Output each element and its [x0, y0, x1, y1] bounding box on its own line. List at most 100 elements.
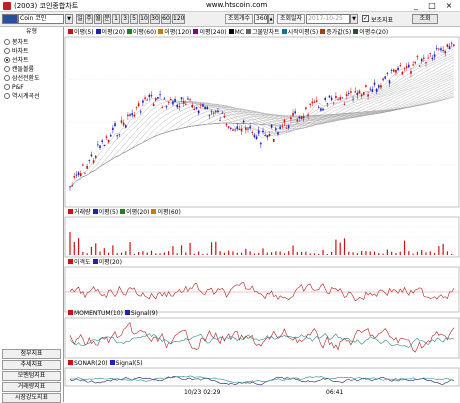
- panel-frame: [64, 216, 460, 258]
- candle-body: [332, 102, 335, 104]
- candle-body: [232, 129, 234, 131]
- candle-body: [107, 139, 110, 143]
- candle-body: [393, 69, 395, 72]
- coin-select[interactable]: [2, 14, 18, 24]
- chart-type-option[interactable]: 바차트: [4, 47, 29, 56]
- period-button-1[interactable]: 주: [85, 14, 93, 24]
- volume-bar: [253, 253, 256, 255]
- candle-body: [341, 97, 344, 99]
- chart-type-label: 바차트: [12, 48, 29, 55]
- candle-body: [90, 154, 93, 157]
- volume-bar: [386, 249, 388, 255]
- candle-body: [97, 144, 99, 146]
- volume-bar: [421, 249, 423, 255]
- period-button-9[interactable]: 60: [161, 14, 171, 24]
- candle-body: [144, 97, 146, 99]
- candle-body: [137, 103, 140, 107]
- volume-bar: [232, 251, 234, 255]
- maximize-button[interactable]: □: [428, 1, 436, 10]
- period-button-4[interactable]: 1: [112, 14, 120, 24]
- chart-type-option[interactable]: 봉차트: [4, 38, 29, 47]
- volume-bar: [176, 253, 178, 255]
- candle-body: [410, 71, 412, 74]
- chart-type-option[interactable]: 역시계곡선: [4, 92, 40, 101]
- x-axis-label-start: 10/23 02:29: [184, 389, 221, 396]
- radio-icon[interactable]: [4, 56, 10, 63]
- candle-body: [133, 114, 136, 117]
- candle-body: [193, 108, 196, 110]
- period-button-8[interactable]: 30: [150, 14, 160, 24]
- radio-icon[interactable]: [4, 92, 10, 99]
- momentum-line: [69, 322, 455, 353]
- coin-name-field[interactable]: Coin 코인: [18, 14, 64, 24]
- volume-bar: [95, 243, 97, 255]
- candle-body: [142, 100, 144, 103]
- legend-swatch-icon: [281, 29, 287, 34]
- period-button-0[interactable]: 일: [76, 14, 84, 24]
- legend-swatch-icon: [68, 259, 73, 264]
- chart-canvas[interactable]: [64, 27, 460, 402]
- chart-type-label: 봉차트: [12, 39, 29, 46]
- volume-bar: [283, 253, 286, 255]
- period-button-3[interactable]: 분: [103, 14, 111, 24]
- candle-body: [118, 134, 121, 136]
- period-button-5[interactable]: 3: [121, 14, 129, 24]
- volume-bar: [103, 248, 105, 255]
- candle-body: [84, 172, 86, 174]
- legend-swatch-icon: [126, 29, 132, 34]
- candle-body: [268, 134, 271, 137]
- period-button-6[interactable]: 5: [130, 14, 138, 24]
- moving-average-line: [69, 57, 454, 188]
- candle-body: [313, 101, 316, 103]
- candle-body: [285, 127, 288, 129]
- volume-bar: [223, 252, 225, 255]
- volume-bar: [408, 251, 410, 255]
- count-stepper[interactable]: ▲: [268, 14, 274, 24]
- candle-body: [112, 127, 114, 131]
- radio-icon[interactable]: [4, 74, 10, 81]
- date-picker-icon[interactable]: ▼: [350, 14, 358, 24]
- period-button-10[interactable]: 120: [172, 14, 185, 24]
- period-button-2[interactable]: 월: [94, 14, 102, 24]
- candle-body: [365, 85, 367, 88]
- indicator-button[interactable]: 점부지표: [2, 349, 61, 359]
- candle-body: [390, 70, 393, 71]
- radio-icon[interactable]: [4, 65, 10, 72]
- candle-body: [283, 119, 286, 123]
- chart-type-option[interactable]: P&F: [4, 83, 24, 92]
- candle-body: [300, 116, 303, 119]
- coin-dropdown-icon[interactable]: ▼: [65, 14, 73, 24]
- period-button-7[interactable]: 10: [139, 14, 149, 24]
- volume-bar: [245, 248, 247, 255]
- aux-indicator-checkbox[interactable]: ✓: [362, 15, 369, 22]
- close-button[interactable]: ×: [445, 1, 453, 10]
- title-bar: (2003) 코인종합차트 www.htscoin.com _ □ ×: [0, 0, 460, 12]
- candle-body: [129, 114, 131, 116]
- volume-bar: [185, 252, 187, 255]
- query-button[interactable]: 조회: [412, 14, 438, 24]
- chart-type-option[interactable]: 선차트: [4, 56, 29, 65]
- candle-body: [275, 128, 277, 131]
- candle-body: [427, 57, 429, 59]
- indicator-button[interactable]: 모멘텀지표: [2, 371, 61, 381]
- candle-body: [94, 155, 97, 158]
- chart-area[interactable]: 이평(5) 이평(20) 이평(60) 이평(120) 이평(240) MC 그물망차트 시작…: [64, 27, 460, 402]
- radio-icon[interactable]: [4, 47, 10, 54]
- candle-body: [88, 160, 91, 161]
- chart-type-label: 삼선전환도: [12, 75, 40, 82]
- candle-body: [296, 119, 299, 122]
- volume-bar: [116, 253, 118, 255]
- count-input[interactable]: 360: [254, 14, 268, 24]
- minimize-button[interactable]: _: [414, 1, 418, 10]
- radio-icon[interactable]: [4, 83, 10, 90]
- chart-type-option[interactable]: 삼선전환도: [4, 74, 40, 83]
- indicator-button[interactable]: 추세지표: [2, 360, 61, 370]
- legend-item: 이평(120): [158, 29, 191, 36]
- indicator-button[interactable]: 거래량지표: [2, 382, 61, 392]
- date-input[interactable]: 2017-10-25: [306, 14, 350, 24]
- volume-bar: [189, 242, 191, 255]
- candle-body: [397, 67, 399, 71]
- volume-bar: [292, 245, 294, 255]
- radio-icon[interactable]: [4, 38, 10, 45]
- chart-type-option[interactable]: 캔들볼륨: [4, 65, 34, 74]
